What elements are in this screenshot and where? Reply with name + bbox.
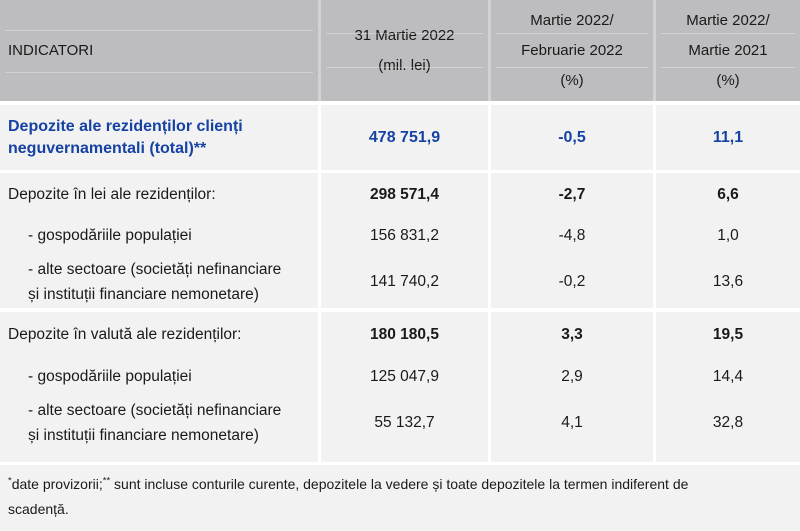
row-valuta-gospodarii-mom-pct: 2,9: [491, 358, 653, 396]
header-cell-mom: Martie 2022/ Februarie 2022 (%): [491, 0, 653, 101]
section-valuta-title-text: Depozite în valută ale rezidenților:: [8, 326, 242, 343]
row-separator: [0, 101, 800, 105]
row-valuta-gospodarii-text: - gospodăriile populației: [28, 368, 192, 385]
section-valuta-amount: 180 180,5: [321, 312, 488, 358]
header-label-yoy-line1: Martie 2022/: [686, 11, 770, 29]
row-lei-gospodarii-text: - gospodăriile populației: [28, 227, 192, 244]
row-valuta-alte-amount: 55 132,7: [321, 396, 488, 449]
filler-cell: [656, 449, 800, 462]
header-cell-date: 31 Martie 2022 (mil. lei): [321, 0, 488, 101]
row-valuta-gospodarii-label: - gospodăriile populației: [0, 358, 318, 396]
row-separator: [0, 308, 800, 312]
row-valuta-alte-line1: - alte sectoare (societăți nefinanciare: [28, 401, 282, 419]
total-label-line1: Depozite ale rezidenților clienți: [8, 117, 243, 135]
header-label-mom-line1: Martie 2022/: [530, 11, 614, 29]
footnote-part1: date provizorii;: [11, 476, 103, 492]
filler-cell: [321, 449, 488, 462]
total-row: Depozite ale rezidenților clienți neguve…: [0, 105, 800, 170]
header-cell-indicatori: INDICATORI: [0, 0, 318, 101]
row-valuta-gospodarii-yoy-pct: 14,4: [656, 358, 800, 396]
section-lei-yoy-pct: 6,6: [656, 173, 800, 217]
total-mom-pct: -0,5: [491, 105, 653, 170]
footnote-part2: sunt incluse conturile curente, depozite…: [110, 476, 689, 492]
total-yoy-pct: 11,1: [656, 105, 800, 170]
row-valuta-gospodarii-amount: 125 047,9: [321, 358, 488, 396]
filler-cell: [491, 449, 653, 462]
header-label-date-line2: (mil. lei): [378, 56, 431, 74]
section-lei-title: Depozite în lei ale rezidenților:: [0, 173, 318, 217]
footnote-double-star-marker: **: [102, 475, 111, 487]
section-lei-amount: 298 571,4: [321, 173, 488, 217]
header-label-mom-line3: (%): [560, 71, 584, 89]
footnote-line-2: scadență.: [8, 501, 69, 517]
filler-cell: [0, 449, 318, 462]
row-lei-alte-line2: și instituții financiare nemonetare): [28, 285, 259, 303]
header-label-date-line1: 31 Martie 2022: [354, 26, 455, 44]
row-lei-gospodarii-label: - gospodăriile populației: [0, 217, 318, 255]
table-header-row: INDICATORI 31 Martie 2022 (mil. lei) Mar…: [0, 0, 800, 101]
total-row-label: Depozite ale rezidenților clienți neguve…: [0, 105, 318, 170]
row-lei-alte-mom-pct: -0,2: [491, 255, 653, 308]
footnote: *date provizorii;** sunt incluse conturi…: [0, 465, 800, 531]
section-valuta-mom-pct: 3,3: [491, 312, 653, 358]
row-separator: [0, 462, 800, 465]
header-label-indicatori: INDICATORI: [8, 41, 94, 59]
row-lei-gospodarii-yoy-pct: 1,0: [656, 217, 800, 255]
row-valuta-alte-line2: și instituții financiare nemonetare): [28, 426, 259, 444]
total-label-line2: neguvernamentali (total)**: [8, 139, 207, 157]
row-valuta-alte-mom-pct: 4,1: [491, 396, 653, 449]
row-lei-gospodarii-amount: 156 831,2: [321, 217, 488, 255]
section-depozite-lei: Depozite în lei ale rezidenților: 298 57…: [0, 173, 800, 308]
row-valuta-alte-sectoare-label: - alte sectoare (societăți nefinanciare …: [0, 396, 318, 449]
footnote-line-1: *date provizorii;** sunt incluse conturi…: [8, 472, 792, 497]
section-depozite-valuta: Depozite în valută ale rezidenților: 180…: [0, 312, 800, 462]
header-label-yoy-line2: Martie 2021: [688, 41, 768, 59]
row-lei-alte-yoy-pct: 13,6: [656, 255, 800, 308]
footnote-star-marker: *: [8, 475, 12, 487]
row-lei-alte-line1: - alte sectoare (societăți nefinanciare: [28, 260, 282, 278]
section-lei-title-text: Depozite în lei ale rezidenților:: [8, 186, 216, 203]
total-amount: 478 751,9: [321, 105, 488, 170]
header-label-mom-line2: Februarie 2022: [521, 41, 623, 59]
section-valuta-yoy-pct: 19,5: [656, 312, 800, 358]
row-lei-gospodarii-mom-pct: -4,8: [491, 217, 653, 255]
header-cell-yoy: Martie 2022/ Martie 2021 (%): [656, 0, 800, 101]
row-valuta-alte-yoy-pct: 32,8: [656, 396, 800, 449]
section-valuta-title: Depozite în valută ale rezidenților:: [0, 312, 318, 358]
header-label-yoy-line3: (%): [716, 71, 740, 89]
section-lei-mom-pct: -2,7: [491, 173, 653, 217]
row-lei-alte-amount: 141 740,2: [321, 255, 488, 308]
row-lei-alte-sectoare-label: - alte sectoare (societăți nefinanciare …: [0, 255, 318, 308]
row-separator: [0, 170, 800, 173]
